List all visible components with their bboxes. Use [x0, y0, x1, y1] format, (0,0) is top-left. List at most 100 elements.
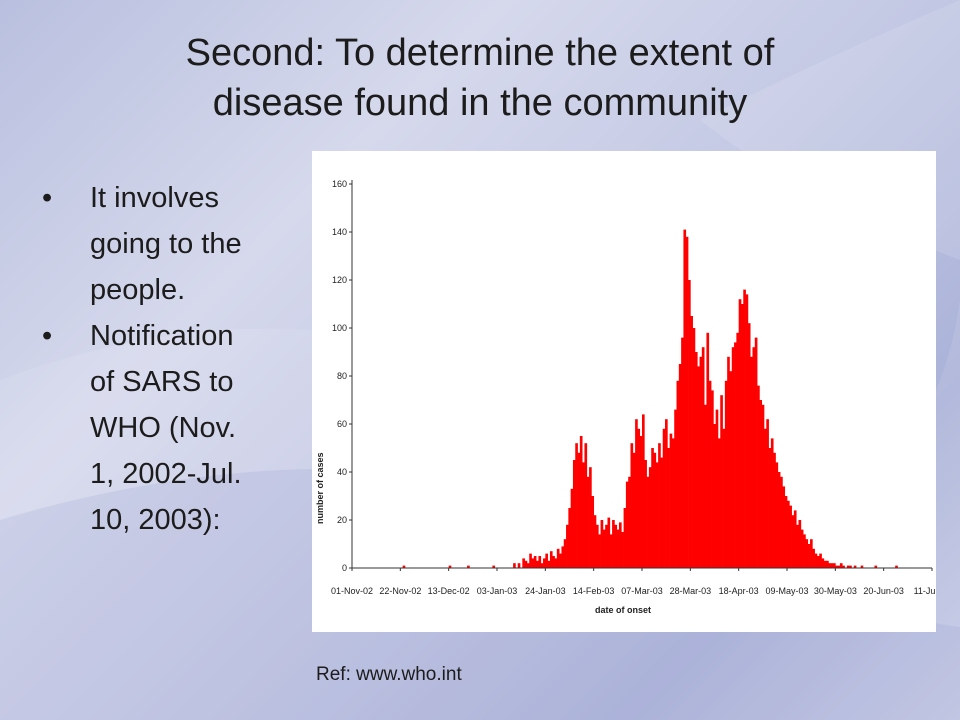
bar — [616, 529, 620, 568]
bar — [722, 428, 726, 568]
bar — [651, 448, 654, 568]
bar — [694, 352, 698, 568]
bar — [644, 460, 647, 568]
bar — [853, 565, 857, 568]
bar — [697, 366, 700, 568]
bar — [517, 563, 521, 568]
bar — [561, 546, 565, 568]
bar — [635, 419, 638, 568]
slide-title-line-2: disease found in the community — [212, 82, 748, 124]
x-tick-label: 09-May-03 — [765, 586, 808, 596]
bar — [701, 347, 705, 568]
bar — [713, 424, 716, 568]
bar — [711, 390, 714, 568]
bar — [835, 565, 838, 568]
bar — [602, 529, 606, 568]
bar — [688, 280, 691, 568]
bar — [793, 510, 797, 568]
x-tick-label: 28-Mar-03 — [670, 586, 712, 596]
bar — [763, 428, 767, 568]
bar — [747, 323, 751, 568]
bar — [819, 553, 822, 568]
bullet-line: It involves — [90, 182, 219, 214]
x-tick-label: 13-Dec-02 — [428, 586, 470, 596]
bar — [570, 488, 574, 568]
bar — [630, 443, 634, 568]
epidemic-curve-chart: 0 20 40 60 80 100 120 140 160 01-Nov-02 22-Nov-02… — [312, 151, 936, 632]
bar — [814, 553, 818, 568]
bar — [563, 539, 567, 568]
bar — [782, 486, 786, 568]
bar — [833, 563, 836, 568]
bar — [623, 508, 627, 568]
bar — [577, 452, 581, 568]
bar — [642, 414, 645, 568]
bar — [784, 496, 788, 568]
bar — [706, 332, 710, 568]
bar — [678, 364, 682, 568]
bullet-item-notification: • Notification of SARS to WHO (Nov. 1, 2… — [40, 313, 300, 543]
bar — [600, 520, 604, 568]
bar — [637, 428, 641, 568]
bar — [846, 565, 850, 568]
bar — [803, 534, 806, 568]
bar — [690, 316, 693, 568]
bar — [743, 289, 746, 568]
y-tick-label: 140 — [332, 227, 347, 237]
bar — [842, 565, 845, 568]
bar — [773, 452, 776, 568]
bar — [584, 443, 588, 568]
bar — [674, 409, 677, 568]
bar — [715, 409, 719, 568]
x-tick-label: 24-Jan-03 — [525, 586, 566, 596]
bar — [724, 380, 728, 568]
bar — [662, 428, 666, 568]
bar — [566, 524, 569, 568]
bar — [826, 560, 829, 568]
y-tick-label: 160 — [332, 179, 347, 189]
bar — [775, 462, 779, 568]
bar — [780, 476, 783, 568]
bar — [646, 476, 650, 568]
bullet-glyph: • — [42, 182, 53, 214]
bar — [538, 556, 542, 568]
bar — [671, 438, 675, 568]
bullet-glyph: • — [42, 320, 53, 352]
x-tick-label: 30-May-03 — [814, 586, 857, 596]
bar — [559, 553, 562, 568]
x-tick-label: 20-Jun-03 — [863, 586, 904, 596]
bar — [676, 380, 680, 568]
bar — [704, 404, 707, 568]
bar — [740, 304, 744, 568]
bar — [658, 443, 661, 568]
bar — [575, 443, 578, 568]
bar — [625, 481, 629, 568]
bar — [777, 472, 781, 568]
bars — [402, 229, 898, 569]
bar — [789, 505, 792, 568]
bar — [595, 524, 599, 568]
bar — [895, 565, 898, 568]
bar — [554, 558, 558, 568]
bar — [734, 342, 737, 568]
bar — [568, 508, 571, 568]
bar — [839, 563, 843, 568]
bar — [683, 229, 687, 568]
x-tick-label: 01-Nov-02 — [331, 586, 373, 596]
bar — [805, 539, 809, 568]
bar — [736, 332, 740, 568]
bar — [513, 563, 516, 568]
bar — [810, 539, 813, 568]
bar — [467, 565, 470, 568]
bar — [524, 560, 528, 568]
y-tick-label: 40 — [337, 467, 347, 477]
bar — [717, 438, 721, 568]
x-tick-label: 07-Mar-03 — [621, 586, 663, 596]
bar — [589, 467, 592, 568]
bar — [766, 419, 769, 568]
bullet-line: going to the — [90, 228, 242, 260]
bar — [791, 515, 795, 568]
bar — [681, 337, 684, 568]
x-axis-label: date of onset — [595, 605, 651, 615]
bar — [531, 558, 535, 568]
